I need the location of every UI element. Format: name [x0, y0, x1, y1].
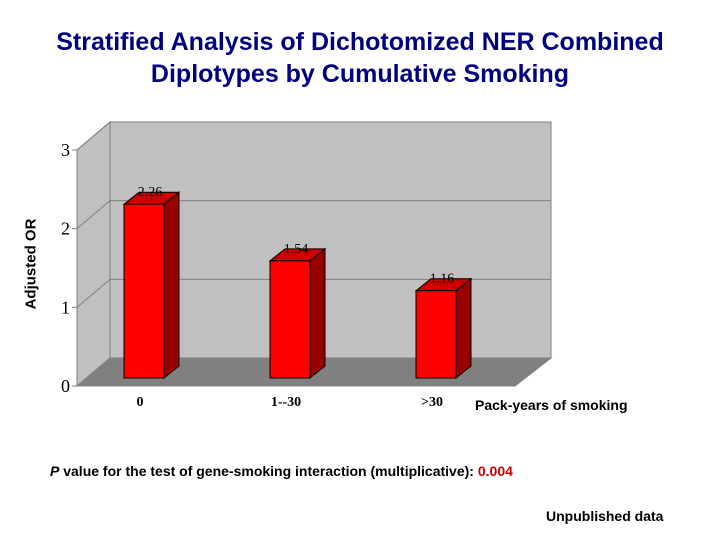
gridlines [76, 121, 551, 308]
bar-side [455, 277, 472, 380]
side-wall [76, 120, 111, 388]
data-labels: 2.26 1.54 1.16 [138, 185, 455, 287]
gridline-side [76, 278, 111, 308]
p-symbol: P [50, 463, 60, 479]
bar-front [123, 203, 165, 379]
unpublished-data-note: Unpublished data [546, 508, 664, 524]
y-tick-label: 3 [61, 140, 70, 160]
note-text: value for the test of gene-smoking inter… [59, 463, 478, 479]
gridline-side [76, 121, 111, 151]
p-value: 0.004 [477, 463, 513, 479]
data-label: 1.16 [430, 272, 455, 287]
x-category-label: 0 [137, 395, 144, 410]
x-category-label: 1--30 [271, 395, 301, 410]
x-category-label: >30 [421, 395, 443, 410]
bars [122, 191, 473, 380]
bar [268, 247, 327, 380]
bar-side [309, 247, 326, 380]
y-tick-label: 0 [61, 376, 70, 396]
bar-front [269, 260, 311, 379]
gridline-side [76, 200, 111, 230]
data-label: 2.26 [138, 185, 163, 200]
bar [414, 277, 473, 380]
y-tick-label: 1 [61, 297, 70, 317]
y-axis-ticks: 0 1 2 3 [61, 140, 78, 396]
y-axis-label: Adjusted OR [22, 218, 40, 310]
x-axis-categories: 0 1--30 >30 [137, 395, 443, 410]
bar [122, 191, 181, 380]
bar-front [415, 290, 457, 379]
x-axis-label: Pack-years of smoking [475, 397, 628, 413]
chart-title: Stratified Analysis of Dichotomized NER … [56, 28, 664, 88]
interaction-note: P value for the test of gene-smoking int… [50, 463, 513, 479]
y-tick-label: 2 [61, 219, 70, 239]
bar-side [163, 191, 180, 380]
data-label: 1.54 [284, 242, 309, 257]
